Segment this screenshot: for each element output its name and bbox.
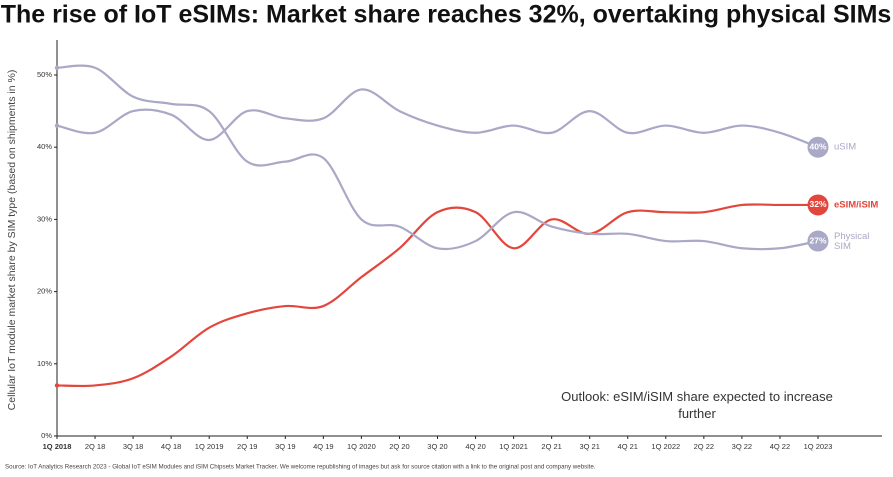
y-tick-label: 50% [37,70,52,79]
y-tick-label: 10% [37,359,52,368]
value-label: 32% [809,199,826,209]
y-tick-label: 0% [41,431,52,440]
y-axis-label: Cellular IoT module market share by SIM … [6,70,18,411]
x-tick-label: 4Q 22 [770,442,790,451]
x-tick-label: 2Q 19 [237,442,257,451]
x-tick-label: 3Q 22 [732,442,752,451]
x-tick-label: 1Q 2023 [804,442,833,451]
chart-title: The rise of IoT eSIMs: Market share reac… [1,1,892,29]
x-tick-label: 4Q 20 [465,442,485,451]
x-tick-label: 3Q 21 [579,442,599,451]
x-tick-label: 4Q 19 [313,442,333,451]
x-tick-label: 2Q 20 [389,442,409,451]
start-dot [54,65,60,70]
x-tick-label: 4Q 21 [618,442,638,451]
x-tick-label: 1Q 2021 [499,442,528,451]
legend-label: uSIM [834,142,856,153]
end-marker [807,194,829,216]
x-tick-label: 3Q 18 [123,442,143,451]
series-line [56,88,819,149]
start-dot [54,123,60,128]
y-tick-label: 40% [37,142,52,151]
x-tick-label: 1Q 2018 [43,442,72,451]
x-tick-label: 3Q 19 [275,442,295,451]
legend-label: eSIM/iSIM [834,199,878,210]
annotation: Outlook: eSIM/iSIM share expected to inc… [561,389,833,421]
y-tick-label: 20% [37,287,52,296]
x-tick-label: 2Q 18 [85,442,105,451]
x-tick-label: 4Q 18 [161,442,181,451]
x-tick-label: 2Q 22 [694,442,714,451]
start-dot [54,383,60,388]
source-note: Source: IoT Analytics Research 2023 - Gl… [5,464,596,471]
legend-label: Physical SIM [834,231,869,252]
x-tick-label: 1Q 2019 [195,442,224,451]
series-line [56,64,819,251]
value-label: 27% [809,235,826,245]
x-tick-label: 2Q 21 [541,442,561,451]
end-marker [807,230,829,252]
value-label: 40% [809,141,826,151]
x-tick-label: 1Q 2020 [347,442,376,451]
series-line [56,203,818,388]
y-tick-label: 30% [37,214,52,223]
x-tick-label: 1Q 2022 [651,442,680,451]
end-marker [807,136,829,158]
x-tick-label: 3Q 20 [427,442,447,451]
